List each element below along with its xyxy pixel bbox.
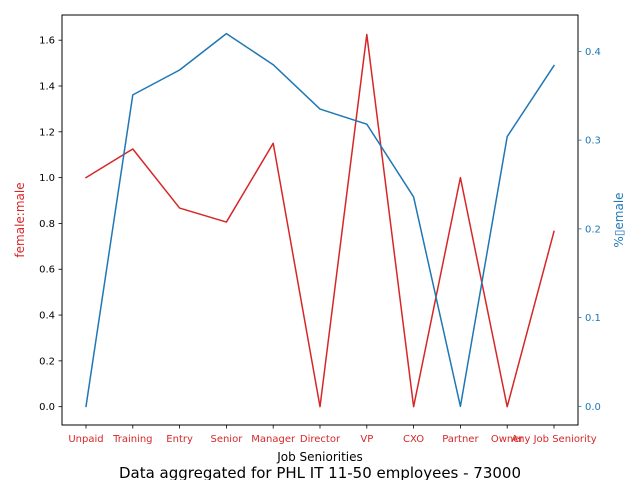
y-right-tick-label: 0.0 bbox=[585, 402, 601, 413]
y-left-tick-label: 0.6 bbox=[39, 265, 55, 276]
series-line-left bbox=[84, 33, 555, 408]
y-right-tick-label: 0.4 bbox=[585, 47, 601, 58]
x-tick-label: CXO bbox=[403, 434, 424, 445]
y-right-tick-label: 0.2 bbox=[585, 224, 601, 235]
y-axis-left-title: female:male bbox=[13, 182, 27, 257]
series-line-right bbox=[85, 32, 556, 408]
chart-footer-title: Data aggregated for PHL IT 11-50 employe… bbox=[119, 464, 521, 480]
axes-layer: Unpaid Training Entry Senior Manager Director… bbox=[39, 14, 601, 445]
y-left-tick-label: 0.8 bbox=[39, 219, 55, 230]
y-right-tick-label: 0.1 bbox=[585, 313, 601, 324]
series-layer bbox=[84, 32, 556, 408]
y-axis-right-title: %▯emale bbox=[612, 192, 626, 247]
y-left-tick-label: 0.0 bbox=[39, 402, 55, 413]
x-tick-label: Training bbox=[112, 434, 152, 445]
x-tick-label: Senior bbox=[210, 434, 243, 445]
x-tick-label: Unpaid bbox=[68, 434, 103, 445]
y-left-tick-label: 1.4 bbox=[39, 82, 55, 93]
y-left-tick-label: 1.6 bbox=[39, 36, 55, 47]
x-axis-title: Job Seniorities bbox=[276, 450, 363, 464]
x-tick-label: Partner bbox=[442, 434, 479, 445]
plot-frame bbox=[61, 14, 579, 426]
x-tick-label: Any Job Seniority bbox=[511, 434, 596, 445]
x-tick-label: Owner bbox=[491, 434, 525, 445]
x-tick-label: Manager bbox=[251, 434, 296, 445]
y-left-tick-label: 0.4 bbox=[39, 311, 55, 322]
x-tick-label: Director bbox=[300, 434, 341, 445]
y-left-tick-label: 1.2 bbox=[39, 127, 55, 138]
x-tick-label: Entry bbox=[166, 434, 193, 445]
y-left-tick-label: 1.0 bbox=[39, 173, 55, 184]
y-left-tick-label: 0.2 bbox=[39, 356, 55, 367]
y-right-tick-label: 0.3 bbox=[585, 136, 601, 147]
x-tick-label: VP bbox=[360, 434, 373, 445]
